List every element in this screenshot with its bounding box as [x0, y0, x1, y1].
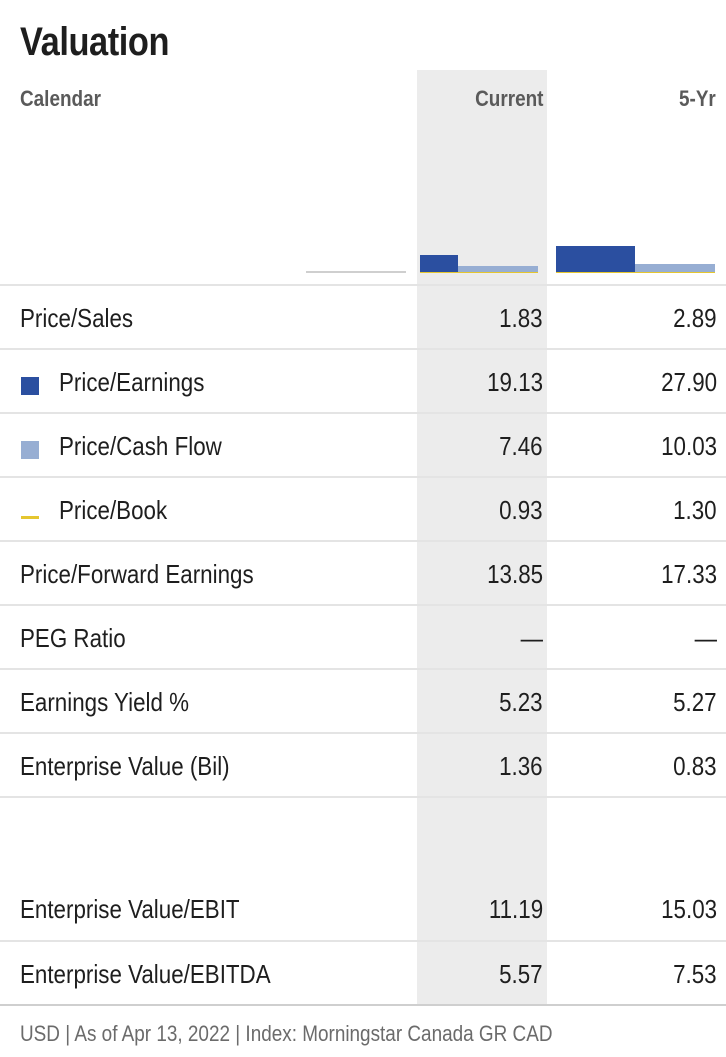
value-5yr: 15.03	[661, 894, 717, 924]
table-row-price-cash-flow: Price/Cash Flow 7.46 10.03	[0, 414, 726, 476]
value-5yr: —	[694, 623, 717, 653]
row-label: Enterprise Value/EBIT	[20, 894, 240, 924]
value-current: 7.46	[499, 431, 543, 461]
value-current: 13.85	[487, 559, 543, 589]
value-current: 1.83	[499, 303, 543, 333]
value-current: 11.19	[488, 894, 543, 924]
value-5yr: 0.83	[673, 751, 717, 781]
value-5yr: 27.90	[661, 367, 717, 397]
value-current: —	[520, 623, 543, 653]
divider	[0, 348, 726, 350]
row-label: PEG Ratio	[20, 623, 126, 653]
row-label: Price/Book	[59, 495, 168, 525]
table-row-price-forward-earnings: Price/Forward Earnings 13.85 17.33	[0, 542, 726, 604]
divider	[0, 540, 726, 542]
divider	[0, 476, 726, 478]
table-row-price-earnings: Price/Earnings 19.13 27.90	[0, 350, 726, 412]
bar-current-price-earnings	[420, 255, 458, 273]
table-row-price-sales: Price/Sales 1.83 2.89	[0, 286, 726, 348]
divider	[0, 604, 726, 606]
header-calendar: Calendar	[20, 86, 101, 111]
row-label: Price/Earnings	[59, 367, 205, 397]
value-current: 1.36	[499, 751, 543, 781]
bar-5yr-price-book	[556, 272, 715, 273]
row-label: Enterprise Value (Bil)	[20, 751, 230, 781]
value-5yr: 5.27	[673, 687, 717, 717]
divider	[0, 940, 726, 942]
legend-line-icon	[21, 516, 39, 519]
row-label: Enterprise Value/EBITDA	[20, 959, 271, 989]
value-5yr: 7.53	[673, 959, 717, 989]
row-label: Price/Forward Earnings	[20, 559, 254, 589]
table-row-peg-ratio: PEG Ratio — —	[0, 606, 726, 668]
value-5yr: 2.89	[673, 303, 717, 333]
divider	[0, 796, 726, 798]
value-5yr: 10.03	[661, 431, 717, 461]
divider	[0, 412, 726, 414]
header-current: Current	[474, 86, 543, 111]
divider	[0, 1004, 726, 1006]
table-row-price-book: Price/Book 0.93 1.30	[0, 478, 726, 540]
bar-5yr-price-cash-flow	[635, 264, 715, 273]
table-row-ev-ebit: Enterprise Value/EBIT 11.19 15.03	[0, 877, 726, 939]
legend-square-icon	[21, 377, 39, 395]
header-5yr: 5-Yr	[679, 86, 716, 111]
table-row-enterprise-value: Enterprise Value (Bil) 1.36 0.83	[0, 734, 726, 796]
row-label: Price/Sales	[20, 303, 134, 333]
bar-current-price-cash-flow	[458, 266, 538, 273]
value-current: 5.57	[499, 959, 543, 989]
legend-square-icon	[21, 441, 39, 459]
table-row-ev-ebitda: Enterprise Value/EBITDA 5.57 7.53	[0, 942, 726, 1004]
divider	[0, 732, 726, 734]
footer-note: USD | As of Apr 13, 2022 | Index: Mornin…	[20, 1021, 553, 1046]
value-5yr: 17.33	[661, 559, 717, 589]
current-column-highlight	[417, 70, 547, 1005]
table-row-earnings-yield: Earnings Yield % 5.23 5.27	[0, 670, 726, 732]
row-label: Earnings Yield %	[20, 687, 190, 717]
divider	[0, 668, 726, 670]
value-5yr: 1.30	[673, 495, 717, 525]
chart-baseline	[306, 271, 406, 273]
value-current: 19.13	[487, 367, 543, 397]
divider	[0, 284, 726, 286]
bar-5yr-price-earnings	[556, 246, 635, 273]
row-label: Price/Cash Flow	[59, 431, 222, 461]
value-current: 5.23	[499, 687, 543, 717]
bar-current-price-book	[420, 272, 538, 273]
value-current: 0.93	[499, 495, 543, 525]
page-title: Valuation	[20, 20, 170, 64]
